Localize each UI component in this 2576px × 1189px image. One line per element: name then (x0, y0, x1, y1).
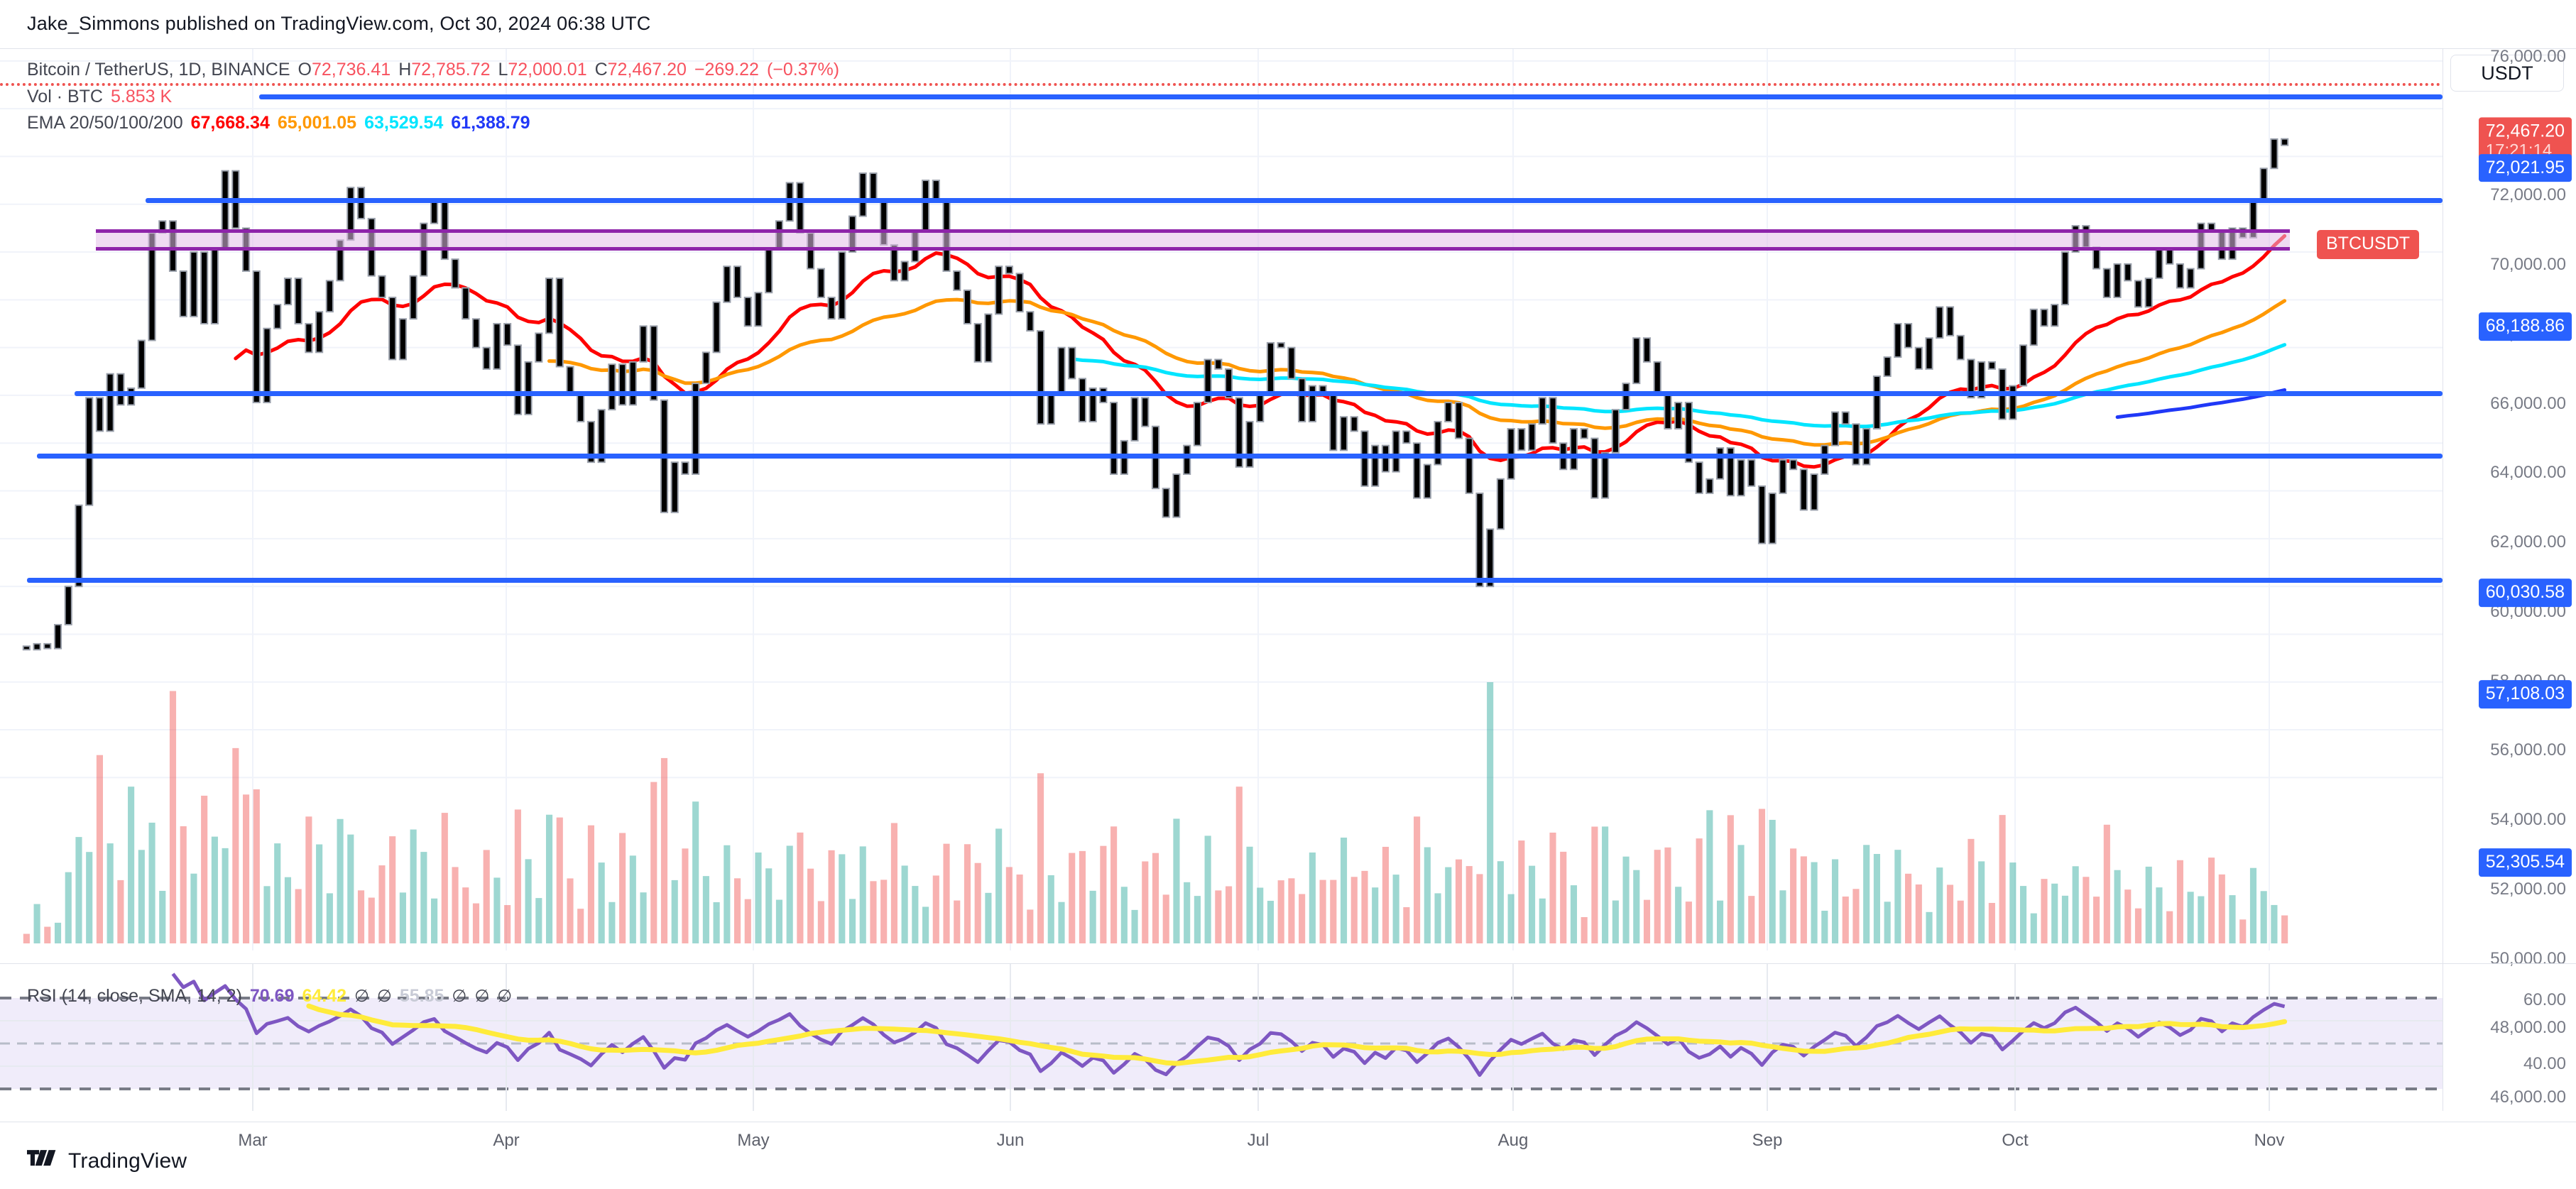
time-tick: Jul (1247, 1131, 1270, 1150)
legend-ema200-value: 61,388.79 (451, 113, 530, 133)
price-badge-7202195[interactable]: 72,021.95 (2478, 153, 2572, 182)
footer: TradingView (27, 1149, 187, 1173)
attribution-text: Jake_Simmons published on TradingView.co… (27, 13, 651, 34)
axis-divider (2443, 963, 2576, 964)
legend-row-volume: Vol · BTC 5.853 K (27, 86, 839, 108)
time-axis[interactable]: Mar Apr May Jun Jul Aug Sep Oct Nov (0, 1122, 2576, 1158)
legend-open: O72,736.41 (298, 60, 391, 80)
legend-change: −269.22 (694, 60, 759, 80)
time-tick: Mar (238, 1131, 268, 1150)
price-badge-value: 52,305.54 (2485, 852, 2565, 872)
legend-ema-label[interactable]: EMA 20/50/100/200 (27, 113, 183, 133)
price-badge-value: 57,108.03 (2485, 684, 2565, 704)
price-axis[interactable]: USDT 76,000.0074,000.0072,000.0070,000.0… (2443, 46, 2576, 1111)
rsi-legend: RSI (14, close, SMA, 14, 2) 70.69 64.42 … (27, 986, 512, 1007)
price-tick: 62,000.00 (2490, 532, 2566, 552)
time-tick: Sep (1752, 1131, 1783, 1150)
price-badge-value: 68,188.86 (2485, 316, 2565, 336)
legend-low: L72,000.01 (498, 60, 587, 80)
legend-row-ema: EMA 20/50/100/200 67,668.34 65,001.05 63… (27, 112, 839, 134)
time-tick: May (737, 1131, 770, 1150)
rsi-legend-null-5: ∅ (497, 987, 513, 1006)
price-tick: 48,000.00 (2490, 1018, 2566, 1038)
price-badge-6818886[interactable]: 68,188.86 (2478, 312, 2572, 341)
legend-ema100-value: 63,529.54 (364, 113, 444, 133)
tradingview-logo-icon (27, 1150, 58, 1173)
price-badge-value: 72,467.20 (2485, 120, 2565, 141)
legend-volume-value: 5.853 K (110, 86, 173, 106)
time-tick: Apr (493, 1131, 520, 1150)
rsi-plot (0, 964, 2443, 1111)
price-badge-5230554[interactable]: 52,305.54 (2478, 848, 2572, 877)
legend-close: C72,467.20 (594, 60, 687, 80)
rsi-tick: 40.00 (2523, 1054, 2566, 1073)
rsi-legend-null-4: ∅ (474, 987, 490, 1006)
legend-ema50-value: 65,001.05 (277, 113, 357, 133)
rsi-legend-null-3: ∅ (452, 987, 467, 1006)
rsi-tick: 60.00 (2523, 990, 2566, 1009)
rsi-pane[interactable] (0, 963, 2443, 1111)
price-tick: 50,000.00 (2490, 948, 2566, 968)
legend-volume-label[interactable]: Vol · BTC (27, 86, 103, 106)
price-tick: 46,000.00 (2490, 1087, 2566, 1107)
time-tick: Nov (2254, 1131, 2285, 1150)
legend-symbol-title[interactable]: Bitcoin / TetherUS, 1D, BINANCE (27, 60, 290, 80)
currency-badge-label: USDT (2481, 62, 2533, 84)
legend-high: H72,785.72 (398, 60, 491, 80)
legend-change-pct: (−0.37%) (766, 60, 840, 80)
rsi-legend-bb-value: 55.85 (399, 986, 444, 1006)
candlestick-plot (0, 49, 2443, 950)
chart-frame: BTCUSDT Bitcoin / TetherUS, 1D, BINANCE … (0, 46, 2576, 1122)
price-tick: 76,000.00 (2490, 46, 2566, 66)
footer-brand: TradingView (68, 1149, 187, 1173)
currency-badge[interactable]: USDT (2450, 55, 2564, 92)
price-tick: 66,000.00 (2490, 393, 2566, 413)
rsi-legend-null-2: ∅ (376, 987, 392, 1006)
price-tick: 56,000.00 (2490, 740, 2566, 760)
price-tick: 54,000.00 (2490, 810, 2566, 830)
legend-row-symbol: Bitcoin / TetherUS, 1D, BINANCE O72,736.… (27, 59, 839, 81)
price-badge-value: 60,030.58 (2485, 582, 2565, 603)
rsi-legend-label[interactable]: RSI (14, close, SMA, 14, 2) (27, 986, 242, 1006)
legend-ema20-value: 67,668.34 (190, 113, 270, 133)
main-price-pane[interactable] (0, 49, 2443, 950)
price-tick: 72,000.00 (2490, 185, 2566, 205)
rsi-legend-null-1: ∅ (354, 987, 369, 1006)
price-badge-value: 72,021.95 (2485, 157, 2565, 177)
price-tick: 64,000.00 (2490, 463, 2566, 483)
price-tick: 70,000.00 (2490, 255, 2566, 275)
time-tick: Oct (2002, 1131, 2029, 1150)
price-badge-5710803[interactable]: 57,108.03 (2478, 680, 2572, 708)
price-tick: 52,000.00 (2490, 879, 2566, 899)
rsi-legend-value: 70.69 (249, 986, 295, 1006)
time-tick: Jun (996, 1131, 1025, 1150)
price-badge-6003058[interactable]: 60,030.58 (2478, 579, 2572, 607)
time-tick: Aug (1497, 1131, 1529, 1150)
rsi-legend-sma-value: 64.42 (302, 986, 347, 1006)
main-legend: Bitcoin / TetherUS, 1D, BINANCE O72,736.… (27, 59, 839, 139)
